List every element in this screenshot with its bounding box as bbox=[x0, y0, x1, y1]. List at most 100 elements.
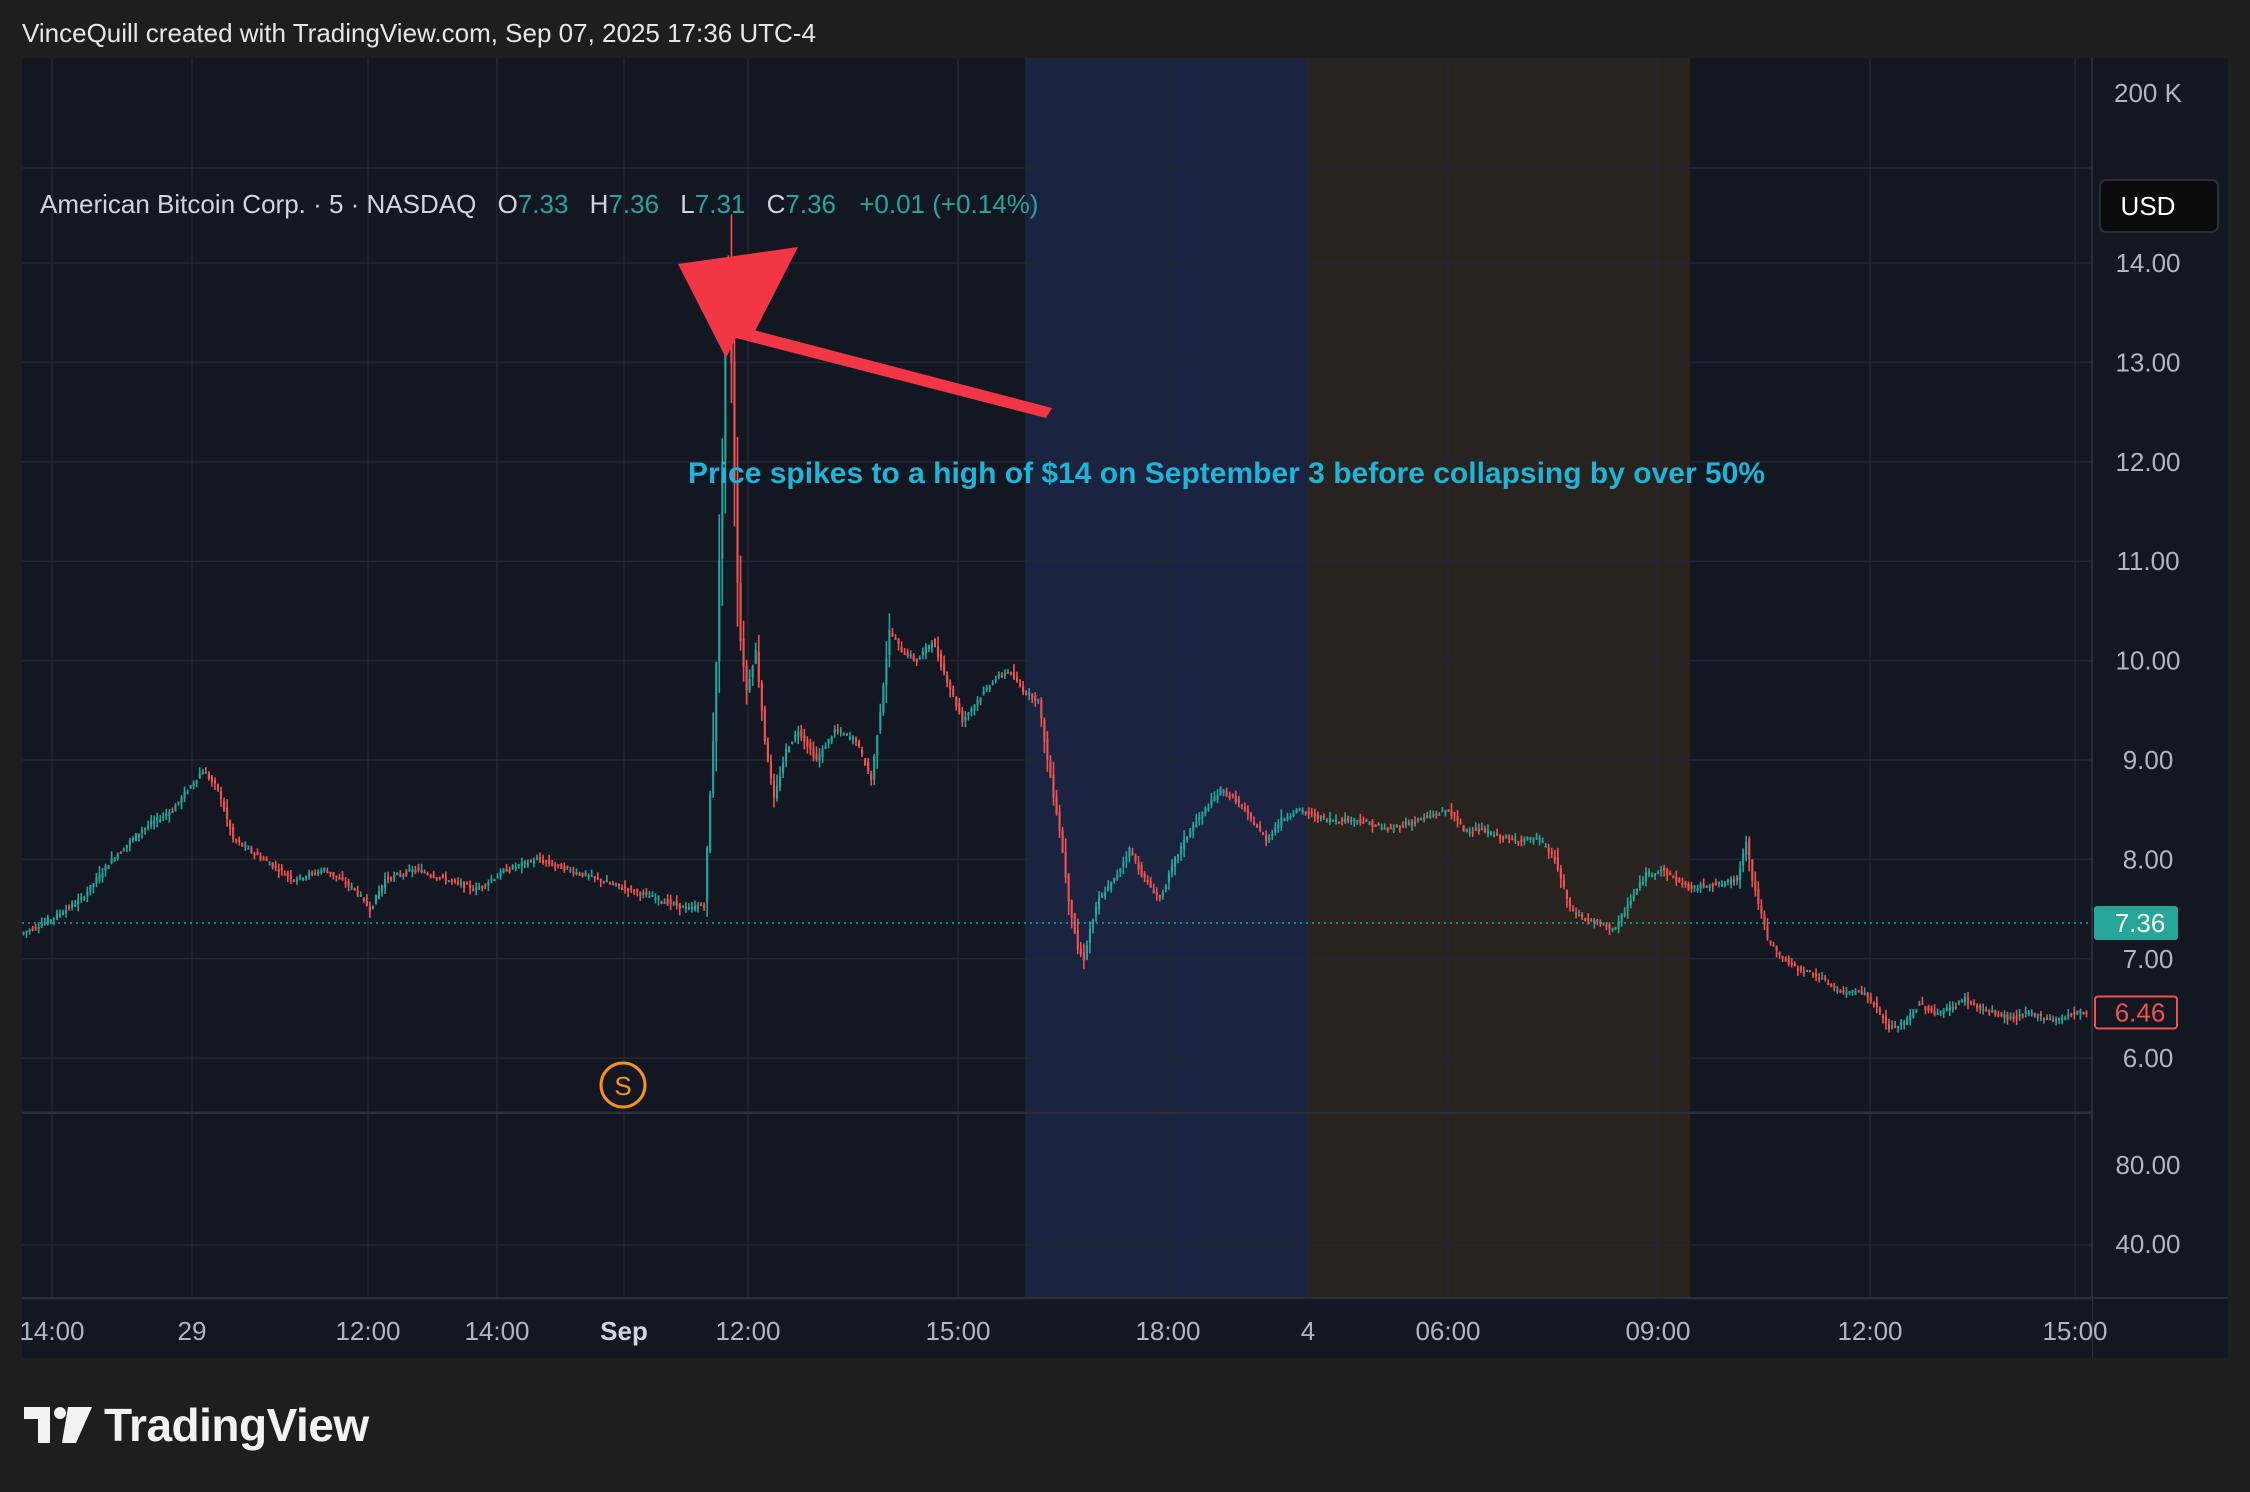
candle-body bbox=[1890, 1025, 1894, 1028]
annotation-text: Price spikes to a high of $14 on Septemb… bbox=[688, 457, 1765, 490]
symbol-legend[interactable]: American Bitcoin Corp. · 5 · NASDAQ O7.3… bbox=[40, 189, 1038, 219]
candle-body bbox=[1571, 909, 1575, 912]
currency-button[interactable]: USD bbox=[2099, 179, 2219, 233]
candle-body bbox=[1702, 883, 1705, 887]
candle-body bbox=[1140, 865, 1143, 876]
candle-body bbox=[1678, 879, 1681, 882]
candle-body bbox=[1772, 944, 1775, 947]
candle-body bbox=[636, 889, 639, 892]
candle-body bbox=[1951, 1006, 1954, 1011]
candle-body bbox=[353, 888, 356, 891]
candle-body bbox=[1331, 819, 1335, 822]
candle-body bbox=[918, 656, 921, 660]
candle-body bbox=[1271, 833, 1274, 836]
candle-body bbox=[1404, 821, 1407, 826]
tradingview-logo[interactable]: TradingView bbox=[24, 1398, 369, 1452]
candle-body bbox=[259, 855, 262, 860]
candle-body bbox=[1887, 1023, 1891, 1030]
candle-body bbox=[37, 927, 40, 930]
candle-body bbox=[1189, 829, 1192, 838]
candle-body bbox=[1097, 897, 1101, 909]
candle-body bbox=[244, 845, 247, 848]
candle-body bbox=[89, 884, 92, 893]
candle-body bbox=[110, 857, 113, 864]
candle-body bbox=[563, 865, 566, 871]
candle-body bbox=[140, 830, 144, 833]
candle-body bbox=[1413, 821, 1417, 824]
candle-body bbox=[58, 913, 62, 916]
candle-body bbox=[1918, 1003, 1921, 1006]
candle-body bbox=[286, 872, 289, 876]
candle-body bbox=[1623, 913, 1626, 916]
candle-body bbox=[356, 889, 359, 896]
candle-body bbox=[757, 651, 760, 683]
candle-body bbox=[1684, 882, 1687, 885]
candle-body bbox=[1143, 873, 1146, 878]
candle-body bbox=[1620, 914, 1623, 923]
candle-body bbox=[496, 876, 499, 879]
candle-body bbox=[882, 685, 885, 713]
candle-body bbox=[1043, 719, 1046, 743]
candle-body bbox=[1945, 1007, 1948, 1010]
candle-body bbox=[1049, 760, 1052, 778]
candle-body bbox=[1155, 891, 1158, 896]
candle-body bbox=[1897, 1026, 1900, 1029]
candle-body bbox=[1195, 821, 1198, 828]
candle-body bbox=[958, 703, 961, 713]
candle-body bbox=[672, 902, 675, 905]
candle-body bbox=[836, 729, 839, 732]
candle-body bbox=[1216, 794, 1219, 801]
volume-tick-label: 80.00 bbox=[2115, 1150, 2180, 1180]
candle-body bbox=[940, 654, 943, 668]
candle-body bbox=[253, 853, 256, 856]
split-marker[interactable]: S bbox=[599, 1061, 647, 1109]
candle-body bbox=[195, 780, 198, 783]
candle-body bbox=[854, 738, 858, 742]
candle-body bbox=[1006, 671, 1009, 674]
candle-body bbox=[578, 873, 581, 876]
candle-body bbox=[1726, 880, 1730, 883]
candle-body bbox=[2030, 1012, 2033, 1015]
candle-body bbox=[68, 906, 71, 909]
candle-body bbox=[235, 839, 238, 842]
candle-body bbox=[1486, 830, 1490, 834]
candle-body bbox=[1137, 862, 1140, 870]
candle-body bbox=[1991, 1010, 1994, 1013]
candle-body bbox=[1520, 839, 1523, 842]
candle-body bbox=[1833, 985, 1836, 988]
candle-body bbox=[2015, 1015, 2018, 1019]
candle-body bbox=[581, 872, 584, 877]
candle-body bbox=[538, 857, 542, 861]
candle-body bbox=[1268, 836, 1271, 841]
candle-body bbox=[481, 886, 484, 889]
candle-body bbox=[1477, 828, 1480, 832]
candle-body bbox=[1860, 990, 1863, 994]
candle-body bbox=[1939, 1011, 1942, 1015]
candle-body bbox=[107, 865, 110, 869]
candle-body bbox=[1474, 827, 1477, 831]
time-scale[interactable] bbox=[22, 1300, 2092, 1358]
candle-body bbox=[888, 629, 891, 655]
candle-body bbox=[1936, 1012, 1939, 1015]
time-tick-label: 14:00 bbox=[464, 1316, 529, 1346]
candle-body bbox=[414, 870, 417, 873]
candle-body bbox=[104, 865, 107, 871]
candle-body bbox=[1550, 852, 1553, 855]
candle-body bbox=[760, 682, 763, 712]
candle-body bbox=[1830, 984, 1833, 988]
price-tick-label: 9.00 bbox=[2123, 745, 2174, 775]
candle-body bbox=[64, 909, 68, 914]
candle-body bbox=[772, 781, 776, 798]
candle-body bbox=[22, 932, 25, 935]
candle-body bbox=[654, 897, 657, 900]
candle-body bbox=[1070, 900, 1073, 918]
candle-body bbox=[332, 872, 335, 877]
candle-body bbox=[150, 821, 153, 826]
candle-body bbox=[645, 892, 648, 895]
candle-body bbox=[1626, 904, 1629, 912]
candle-body bbox=[1420, 818, 1423, 821]
price-scale[interactable] bbox=[2092, 58, 2228, 1358]
candle-body bbox=[469, 884, 472, 889]
candle-body bbox=[1356, 820, 1359, 823]
